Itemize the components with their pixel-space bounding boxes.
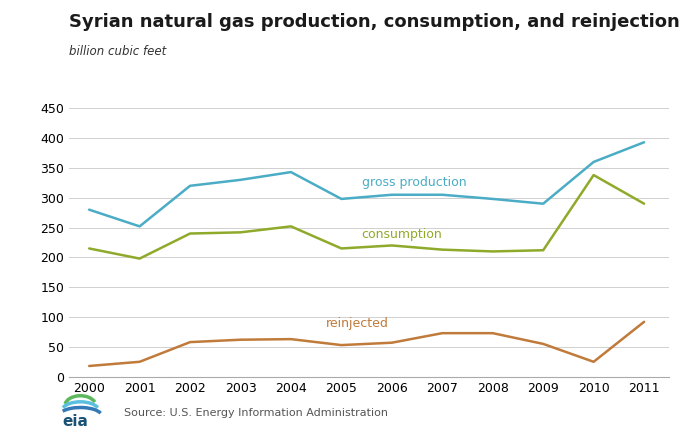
Text: Source: U.S. Energy Information Administration: Source: U.S. Energy Information Administ… [124, 408, 388, 418]
Text: Syrian natural gas production, consumption, and reinjection: Syrian natural gas production, consumpti… [69, 13, 680, 31]
Text: eia: eia [63, 414, 88, 429]
Text: gross production: gross production [362, 176, 466, 189]
Text: consumption: consumption [362, 228, 442, 241]
Text: billion cubic feet: billion cubic feet [69, 45, 166, 58]
Text: reinjected: reinjected [326, 317, 389, 330]
